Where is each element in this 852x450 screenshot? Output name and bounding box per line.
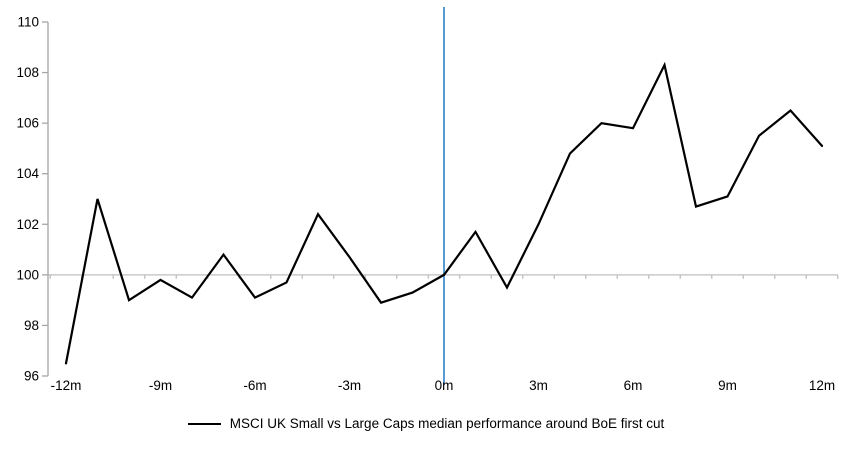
- y-axis-tick-label: 98: [24, 318, 39, 333]
- y-axis-tick-label: 106: [16, 116, 39, 131]
- y-axis-tick-label: 102: [16, 217, 39, 232]
- x-axis-tick-label: -3m: [338, 378, 361, 393]
- y-axis-tick-label: 110: [17, 15, 39, 30]
- x-axis-tick-label: -6m: [243, 378, 266, 393]
- x-axis-tick-label: 6m: [624, 378, 643, 393]
- legend-label: MSCI UK Small vs Large Caps median perfo…: [229, 416, 665, 431]
- x-axis-tick-label: 0m: [435, 378, 454, 393]
- x-axis-tick-label: 12m: [809, 378, 835, 393]
- y-axis-tick-label: 96: [24, 369, 39, 384]
- y-axis-tick-label: 104: [16, 166, 39, 181]
- legend-line-swatch: [187, 422, 221, 425]
- y-axis-tick-label: 100: [16, 267, 39, 282]
- chart-legend: MSCI UK Small vs Large Caps median perfo…: [0, 416, 852, 431]
- x-axis-tick-label: 9m: [718, 378, 737, 393]
- y-axis-tick-label: 108: [16, 65, 39, 80]
- x-axis-tick-label: -12m: [51, 378, 82, 393]
- series-line: [64, 61, 824, 365]
- x-axis-tick-label: 3m: [529, 378, 548, 393]
- x-axis-tick-label: -9m: [149, 378, 172, 393]
